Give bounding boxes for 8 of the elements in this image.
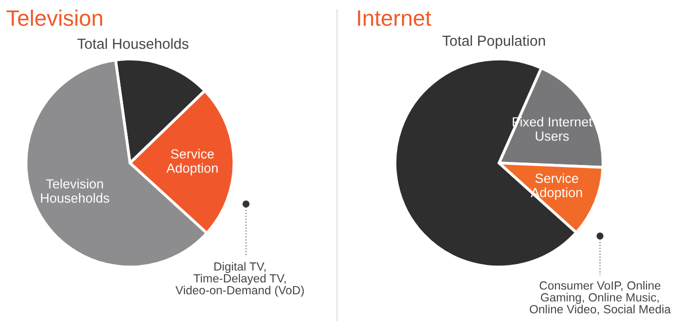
text: Consumer VoIP, Online Gaming, Online Music, Online Video, Social Media [530,281,671,315]
slice-label: Television Households [41,178,110,203]
text: Digital TV, Time-Delayed TV, Video-on-Demand (VoD) [176,262,304,297]
chart-title: Television [6,10,102,26]
slice-label: Service Adoption [166,148,218,176]
chart-subtitle: Total Households [77,38,188,49]
chart-title: Internet [358,10,432,26]
chart-subtitle: Total Population [442,35,545,49]
